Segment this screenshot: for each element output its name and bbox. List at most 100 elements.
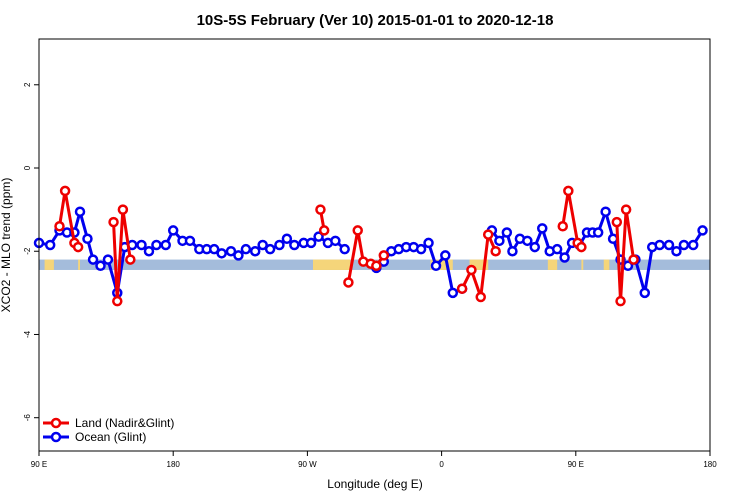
data-point (529, 241, 541, 253)
y-tick-label: 2 (23, 82, 32, 87)
data-point (639, 287, 651, 299)
data-point (423, 237, 434, 249)
data-point (233, 250, 244, 261)
data-point (87, 254, 99, 265)
data-point (663, 239, 675, 251)
legend: Land (Nadir&Glint) Ocean (Glint) (43, 416, 174, 444)
data-point (339, 243, 350, 255)
x-tick-label: 90 W (298, 460, 317, 469)
legend-land-label: Land (Nadir&Glint) (75, 416, 174, 430)
data-point (620, 204, 632, 215)
data-point (257, 239, 268, 251)
series-line (490, 210, 704, 295)
land-band-segment (603, 259, 610, 270)
data-point (615, 295, 626, 307)
data-point (600, 206, 611, 217)
x-axis-label: Longitude (deg E) (327, 477, 422, 491)
data-point (95, 260, 106, 272)
land-band-segment (312, 259, 351, 270)
data-point (371, 260, 382, 272)
series-land (54, 185, 639, 307)
axes: 90 E 180 90 W 0 90 E 180 2 0 -2 -4 -6 (23, 82, 717, 469)
land-band-segment (469, 259, 489, 270)
land-band-segment (78, 259, 81, 270)
data-point (343, 277, 354, 288)
data-point (117, 204, 129, 215)
data-point (482, 229, 494, 240)
data-point (274, 239, 285, 251)
data-point (59, 185, 71, 197)
series-line (615, 208, 636, 303)
data-point (352, 225, 363, 236)
data-point (264, 243, 276, 255)
data-point (281, 233, 293, 245)
data-point (475, 291, 486, 303)
data-point (501, 227, 513, 238)
x-tick-label: 180 (703, 460, 717, 469)
y-tick-label: -6 (23, 414, 32, 422)
data-point (44, 239, 56, 251)
data-point (576, 241, 587, 253)
data-point (240, 243, 252, 255)
land-band-segment (44, 259, 54, 270)
series-line (112, 208, 132, 303)
data-point (330, 235, 341, 247)
data-point (415, 243, 427, 255)
data-point (671, 245, 682, 257)
data-point (143, 245, 155, 257)
land-band-segment (581, 259, 584, 270)
y-tick-label: -4 (23, 330, 32, 338)
data-point (378, 250, 390, 261)
data-point (167, 225, 179, 236)
data-point (611, 216, 623, 228)
data-point (430, 260, 442, 272)
data-point (559, 252, 570, 263)
legend-ocean-label: Ocean (Glint) (75, 430, 146, 444)
data-point (249, 245, 261, 257)
data-point (82, 233, 93, 245)
data-point (490, 245, 501, 257)
data-point (72, 241, 84, 253)
data-point (678, 239, 690, 251)
data-point (160, 239, 171, 251)
data-point (456, 283, 468, 294)
data-point (537, 223, 548, 234)
x-tick-label: 90 E (31, 460, 47, 469)
data-point (628, 254, 639, 265)
data-point (563, 185, 574, 197)
data-point (125, 254, 136, 265)
data-point (151, 239, 162, 251)
data-point (225, 245, 237, 257)
legend-ocean-marker (50, 431, 62, 443)
land-band-segment (547, 259, 558, 270)
data-point (54, 221, 65, 232)
data-point (654, 239, 665, 251)
data-point (184, 235, 196, 247)
series-line (346, 228, 386, 283)
series-line (561, 189, 580, 244)
y-tick-label: 0 (23, 165, 32, 170)
data-point (687, 239, 699, 251)
land-band-segment (430, 259, 453, 270)
data-point (313, 231, 324, 242)
data-point (108, 216, 119, 228)
data-point (112, 295, 123, 307)
y-axis-label: XCO2 - MLO trend (ppm) (0, 178, 13, 313)
data-point (102, 254, 114, 265)
series-ocean (33, 206, 708, 299)
data-point (289, 239, 300, 251)
data-point (216, 248, 227, 259)
data-point (466, 264, 477, 276)
plot-frame (38, 38, 711, 452)
series-layer (33, 185, 708, 307)
data-point (208, 243, 220, 255)
data-point (507, 245, 518, 257)
legend-land-marker (50, 417, 62, 429)
x-tick-label: 90 E (568, 460, 584, 469)
data-point (592, 227, 604, 238)
data-point (551, 243, 563, 255)
x-tick-label: 180 (167, 460, 181, 469)
data-point (315, 204, 326, 215)
data-point (522, 235, 533, 247)
